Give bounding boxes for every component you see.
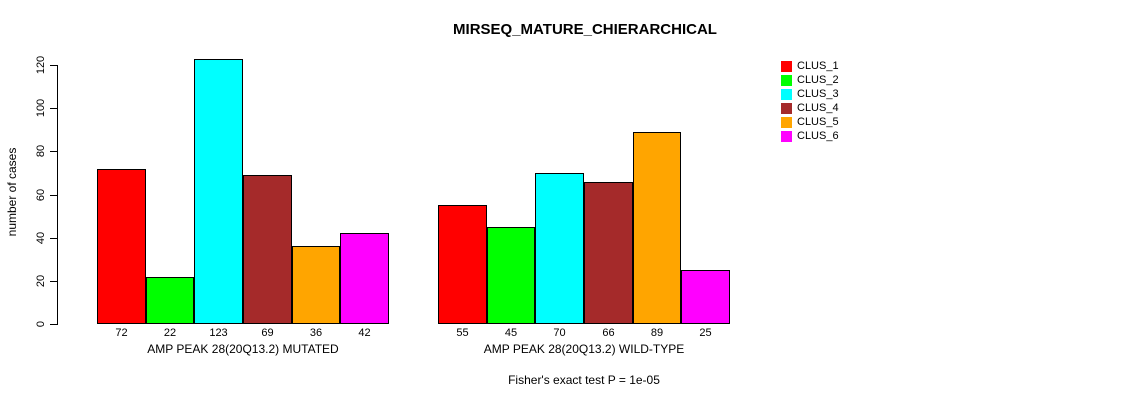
bar-clus_1 <box>438 205 487 324</box>
legend-swatch <box>781 131 792 142</box>
y-tick-label: 0 <box>35 320 47 328</box>
bar-clus_4 <box>584 182 633 324</box>
y-tick-mark <box>50 108 57 109</box>
bar-value-label: 72 <box>115 327 128 339</box>
legend-label: CLUS_1 <box>797 60 839 72</box>
legend-label: CLUS_3 <box>797 88 839 100</box>
bar-value-label: 25 <box>699 327 712 339</box>
legend-item: CLUS_5 <box>781 116 839 129</box>
legend-label: CLUS_6 <box>797 130 839 142</box>
bar-value-label: 55 <box>456 327 469 339</box>
legend-label: CLUS_2 <box>797 74 839 86</box>
legend-swatch <box>781 61 792 72</box>
y-tick-mark <box>50 195 57 196</box>
legend-swatch <box>781 75 792 86</box>
bar-clus_6 <box>681 270 730 324</box>
legend-label: CLUS_5 <box>797 116 839 128</box>
y-tick-mark <box>50 151 57 152</box>
y-tick-label: 80 <box>35 144 47 158</box>
bar-value-label: 70 <box>553 327 566 339</box>
legend: CLUS_1 CLUS_2 CLUS_3 CLUS_4 CLUS_5 CLUS_6 <box>781 60 839 144</box>
bar-value-label: 36 <box>309 327 323 339</box>
group-label: AMP PEAK 28(20Q13.2) MUTATED <box>147 342 339 356</box>
bar-value-label: 89 <box>650 327 664 339</box>
bar-value-label: 45 <box>504 327 518 339</box>
legend-item: CLUS_4 <box>781 102 839 115</box>
chart-title: MIRSEQ_MATURE_CHIERARCHICAL <box>453 21 717 38</box>
bar-clus_5 <box>633 132 681 324</box>
y-tick-mark <box>50 65 57 66</box>
bar-clus_2 <box>487 227 535 324</box>
bar-value-label: 69 <box>261 327 274 339</box>
bar-clus_5 <box>292 246 340 324</box>
y-tick-mark <box>50 324 57 325</box>
bar-value-label: 66 <box>602 327 615 339</box>
y-tick-label: 120 <box>35 55 47 75</box>
y-axis-line <box>57 65 58 325</box>
y-tick-mark <box>50 281 57 282</box>
legend-label: CLUS_4 <box>797 102 839 114</box>
bar-clus_6 <box>340 233 389 324</box>
legend-item: CLUS_6 <box>781 130 839 143</box>
legend-item: CLUS_1 <box>781 60 839 73</box>
legend-swatch <box>781 117 792 128</box>
bar-value-label: 123 <box>209 327 228 339</box>
bar-value-label: 22 <box>163 327 177 339</box>
bar-clus_4 <box>243 175 292 324</box>
bar-value-label: 42 <box>358 327 371 339</box>
legend-swatch <box>781 89 792 100</box>
bar-clus_2 <box>146 277 194 324</box>
y-tick-mark <box>50 238 57 239</box>
group-label: AMP PEAK 28(20Q13.2) WILD-TYPE <box>483 342 685 356</box>
y-tick-label: 100 <box>35 98 47 118</box>
bar-clus_3 <box>535 173 584 324</box>
legend-item: CLUS_3 <box>781 88 839 101</box>
y-tick-label: 60 <box>35 188 47 202</box>
stat-annotation: Fisher's exact test P = 1e-05 <box>508 373 660 387</box>
y-tick-label: 20 <box>35 274 47 288</box>
y-axis-label: number of cases <box>5 147 19 237</box>
legend-swatch <box>781 103 792 114</box>
bar-clus_1 <box>97 169 146 324</box>
y-tick-label: 40 <box>35 231 47 245</box>
bar-clus_3 <box>194 59 243 324</box>
legend-item: CLUS_2 <box>781 74 839 87</box>
